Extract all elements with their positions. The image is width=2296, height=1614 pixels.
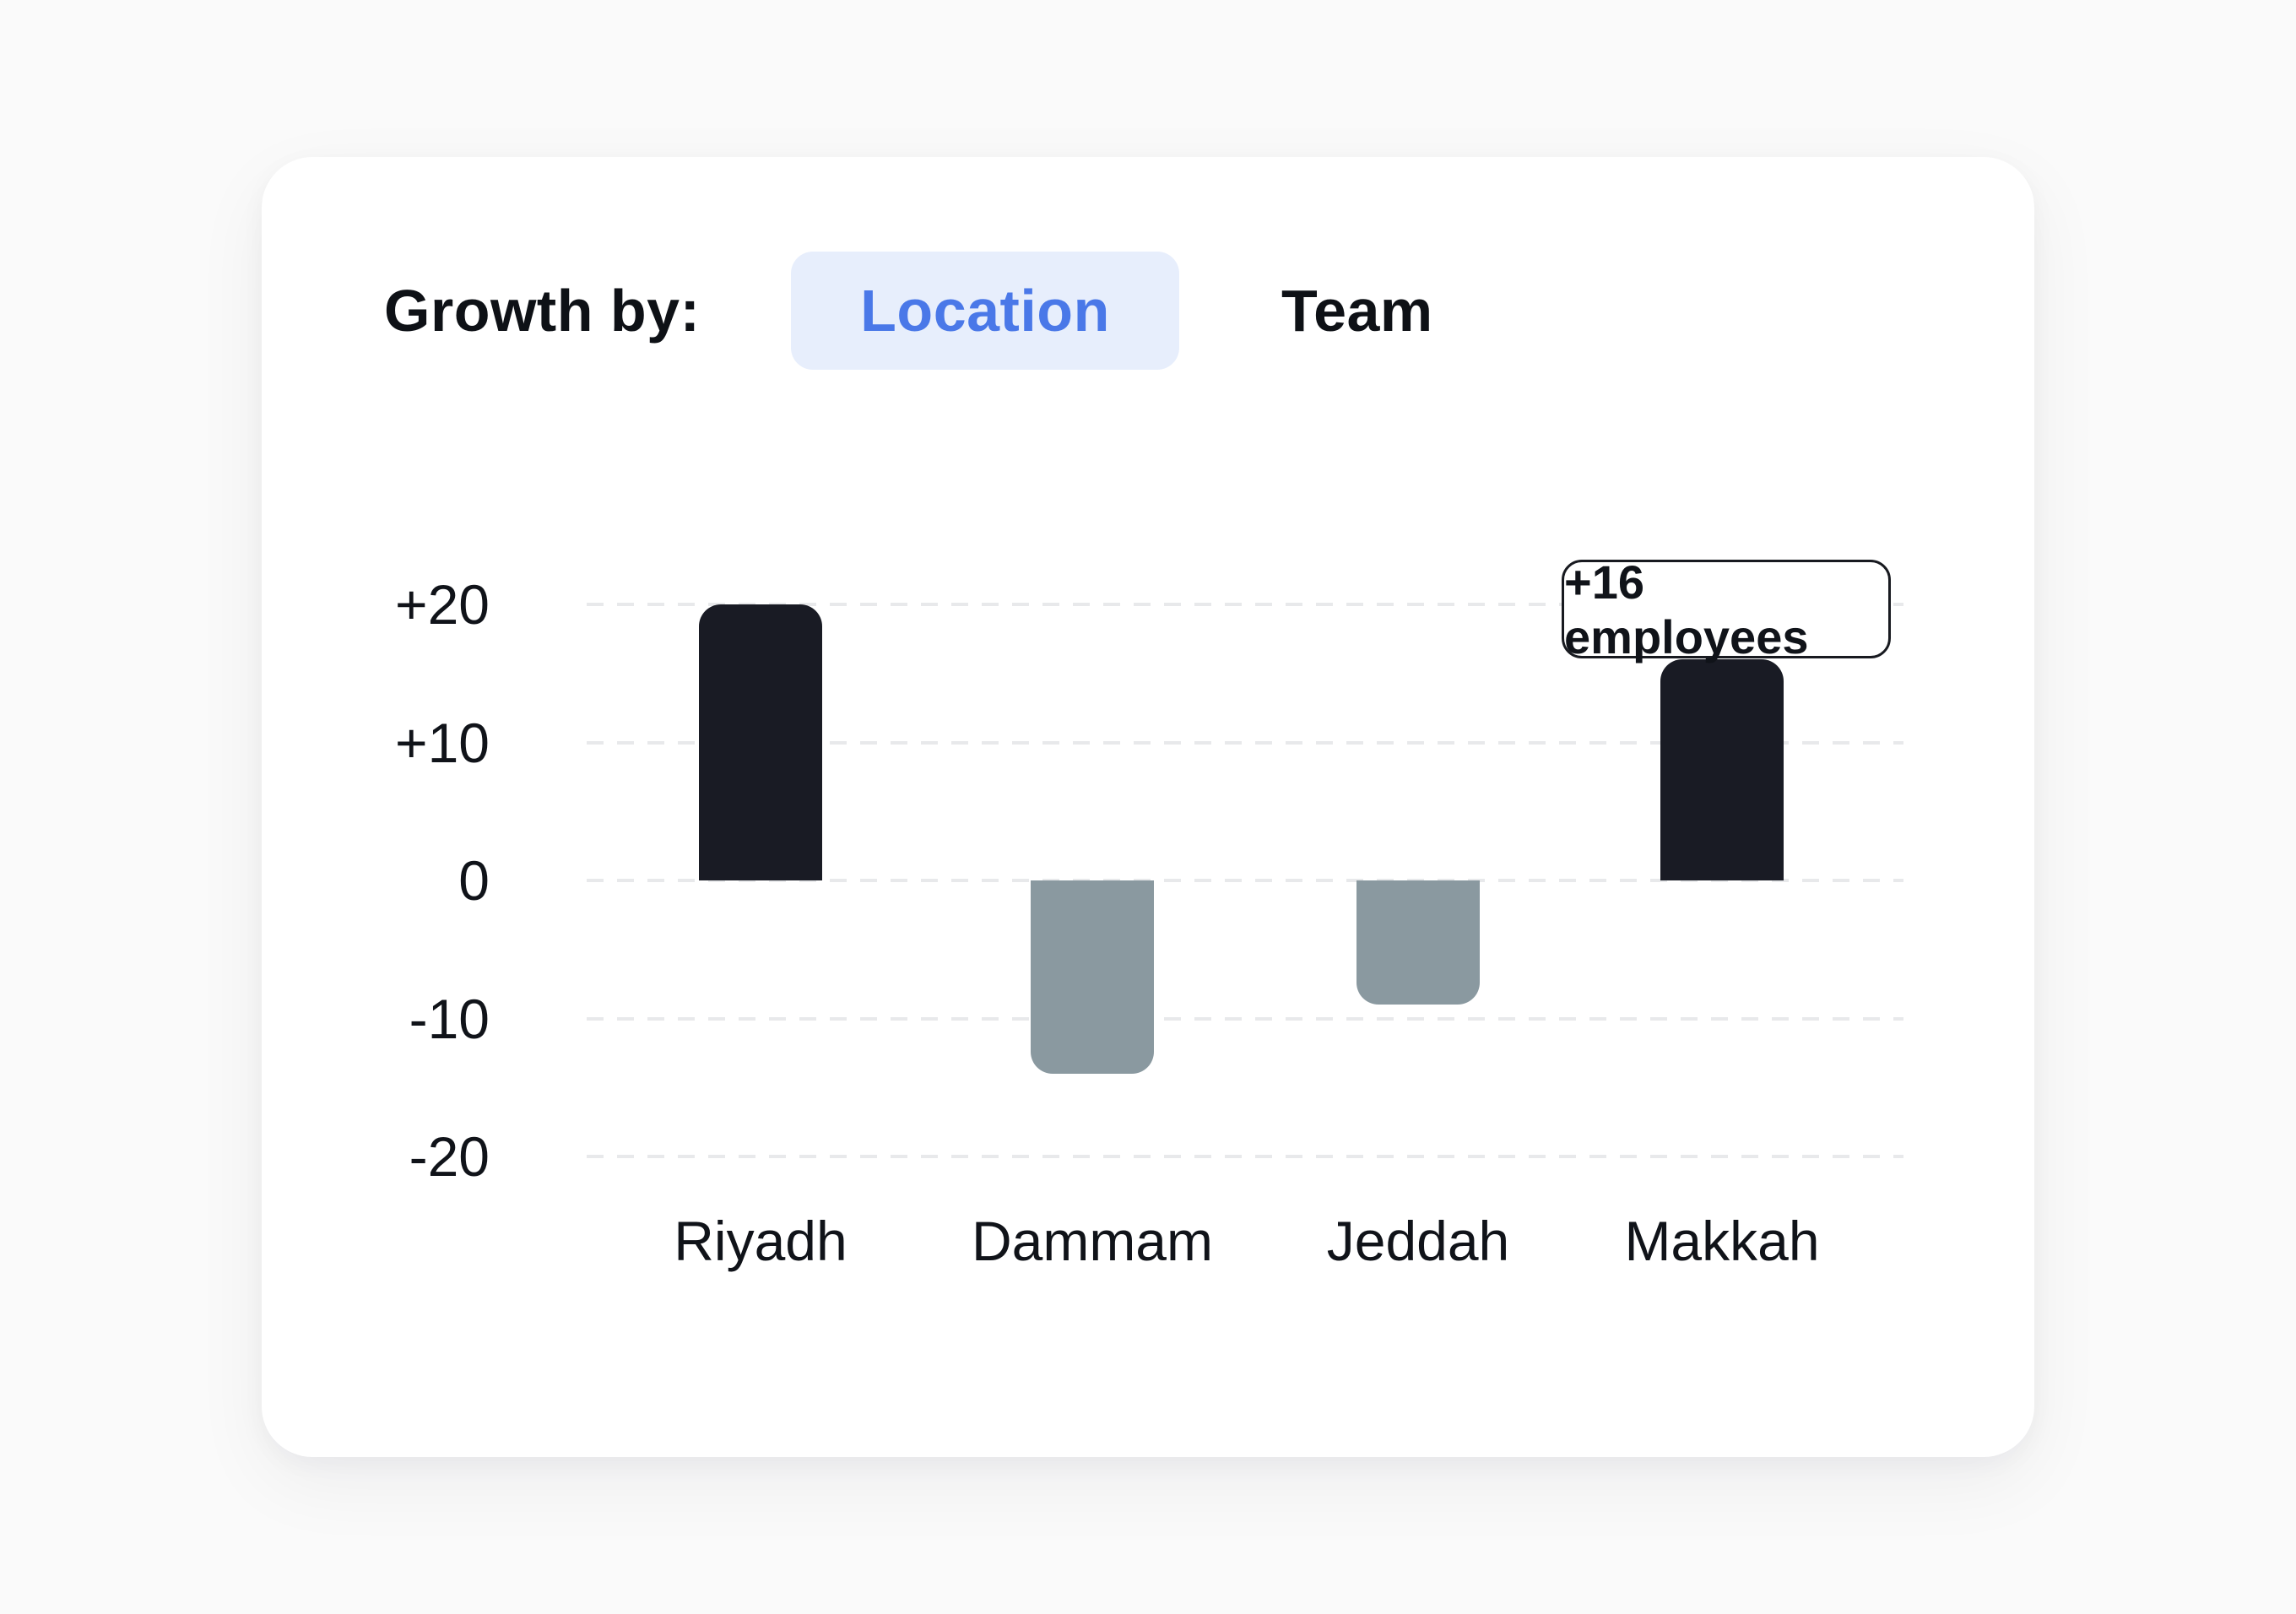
y-axis-tick-label: 0 [458,849,490,912]
bar-makkah[interactable] [1660,659,1784,880]
gridline [587,740,1903,745]
tab-team[interactable]: Team [1281,252,1433,370]
y-axis-tick-label: +10 [395,711,490,774]
tab-location[interactable]: Location [791,252,1179,370]
bar-jeddah[interactable] [1356,880,1480,1005]
y-axis-tick-label: +20 [395,573,490,636]
bar-chart: +16 employees +20 +10 0 -10 -20 Riyadh Dammam J… [262,157,2034,1457]
x-axis-label: Dammam [971,1210,1213,1272]
bar-riyadh[interactable] [699,604,822,880]
x-axis-label: Makkah [1624,1210,1820,1272]
x-axis-label: Jeddah [1326,1210,1510,1272]
tooltip: +16 employees [1562,555,1891,663]
gridline [587,603,1903,606]
gridline [587,879,1903,882]
growth-by-label: Growth by: [384,278,701,344]
y-axis-tick-label: -20 [409,1125,490,1188]
bar-dammam[interactable] [1031,880,1154,1074]
gridline [587,1155,1903,1158]
growth-chart-card: Growth by: Location Team +16 employees +… [262,157,2034,1457]
gridline [587,1016,1903,1021]
x-axis-label: Riyadh [674,1210,847,1272]
y-axis-tick-label: -10 [409,987,490,1050]
